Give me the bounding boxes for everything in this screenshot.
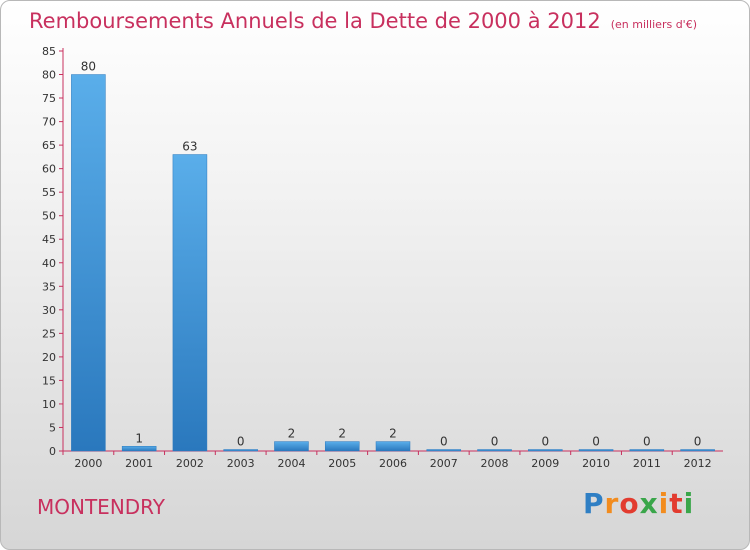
data-label: 2 [389, 427, 397, 441]
y-tick-label: 80 [42, 69, 56, 82]
logo-letter: t [669, 487, 684, 520]
y-tick-label: 20 [42, 351, 56, 364]
data-label: 63 [182, 140, 197, 154]
x-tick-label: 2009 [531, 457, 559, 470]
y-tick-label: 70 [42, 116, 56, 129]
bars [71, 74, 715, 452]
x-tick-label: 2011 [633, 457, 661, 470]
y-tick-label: 25 [42, 327, 56, 340]
bar [528, 449, 563, 452]
bar [578, 449, 614, 452]
title-text: Remboursements Annuels de la Dette de 20… [29, 9, 601, 33]
y-tick-label: 75 [42, 92, 56, 105]
logo-letter: x [639, 487, 659, 520]
y-tick-label: 60 [42, 163, 56, 176]
x-tick-label: 2010 [582, 457, 610, 470]
y-tick-label: 85 [42, 45, 56, 58]
bar [324, 441, 360, 452]
y-tick-label: 30 [42, 304, 56, 317]
logo-letter: o [619, 487, 640, 520]
data-label: 1 [135, 431, 143, 445]
logo-letter: r [604, 487, 620, 520]
x-tick-label: 2012 [684, 457, 712, 470]
y-tick-label: 65 [42, 139, 56, 152]
bar [629, 449, 665, 452]
x-tick-label: 2004 [277, 457, 305, 470]
x-tick-label: 2008 [481, 457, 509, 470]
x-tick-label: 2002 [176, 457, 204, 470]
chart-title: Remboursements Annuels de la Dette de 20… [29, 9, 697, 33]
x-tick-label: 2000 [74, 457, 102, 470]
bar [680, 449, 715, 452]
y-tick-label: 10 [42, 398, 56, 411]
bar [426, 449, 462, 452]
y-tick-label: 45 [42, 233, 56, 246]
logo-letter: i [683, 487, 695, 520]
data-label: 0 [440, 435, 448, 449]
bar [223, 449, 258, 452]
bar [477, 449, 512, 452]
proxiti-logo: Proxiti [583, 487, 694, 520]
y-tick-label: 50 [42, 210, 56, 223]
data-label: 80 [81, 60, 96, 74]
bar [121, 446, 157, 452]
logo-letter: P [583, 487, 605, 520]
x-tick-label: 2005 [328, 457, 356, 470]
commune-name: MONTENDRY [37, 495, 166, 519]
x-tick-label: 2006 [379, 457, 407, 470]
y-tick-label: 40 [42, 257, 56, 270]
y-tick-label: 35 [42, 280, 56, 293]
data-label: 0 [592, 435, 600, 449]
x-tick-label: 2001 [125, 457, 153, 470]
y-tick-label: 55 [42, 186, 56, 199]
data-labels: 80 1 63 0 2 2 2 0 0 0 0 0 0 [81, 60, 702, 449]
data-label: 2 [338, 427, 346, 441]
x-tick-label: 2003 [227, 457, 255, 470]
data-label: 2 [288, 427, 296, 441]
data-label: 0 [541, 435, 549, 449]
data-label: 0 [694, 435, 702, 449]
data-label: 0 [237, 435, 245, 449]
y-tick-label: 5 [49, 421, 56, 434]
x-tick-label: 2007 [430, 457, 458, 470]
y-tick-label: 0 [49, 445, 56, 458]
bar [274, 441, 309, 452]
bar [172, 154, 208, 452]
bar [71, 74, 106, 452]
y-tick-label: 15 [42, 374, 56, 387]
data-label: 0 [643, 435, 651, 449]
data-label: 0 [491, 435, 499, 449]
y-axis: 0 5 10 15 20 25 30 35 40 45 50 55 60 65 70 75 80 85 [42, 45, 64, 458]
bar [375, 441, 411, 452]
logo-letter: i [658, 487, 670, 520]
x-axis: 2000 2001 2002 2003 2004 2005 2006 2007 2008 2009… [62, 450, 723, 470]
title-unit: (en milliers d'€) [610, 18, 697, 31]
